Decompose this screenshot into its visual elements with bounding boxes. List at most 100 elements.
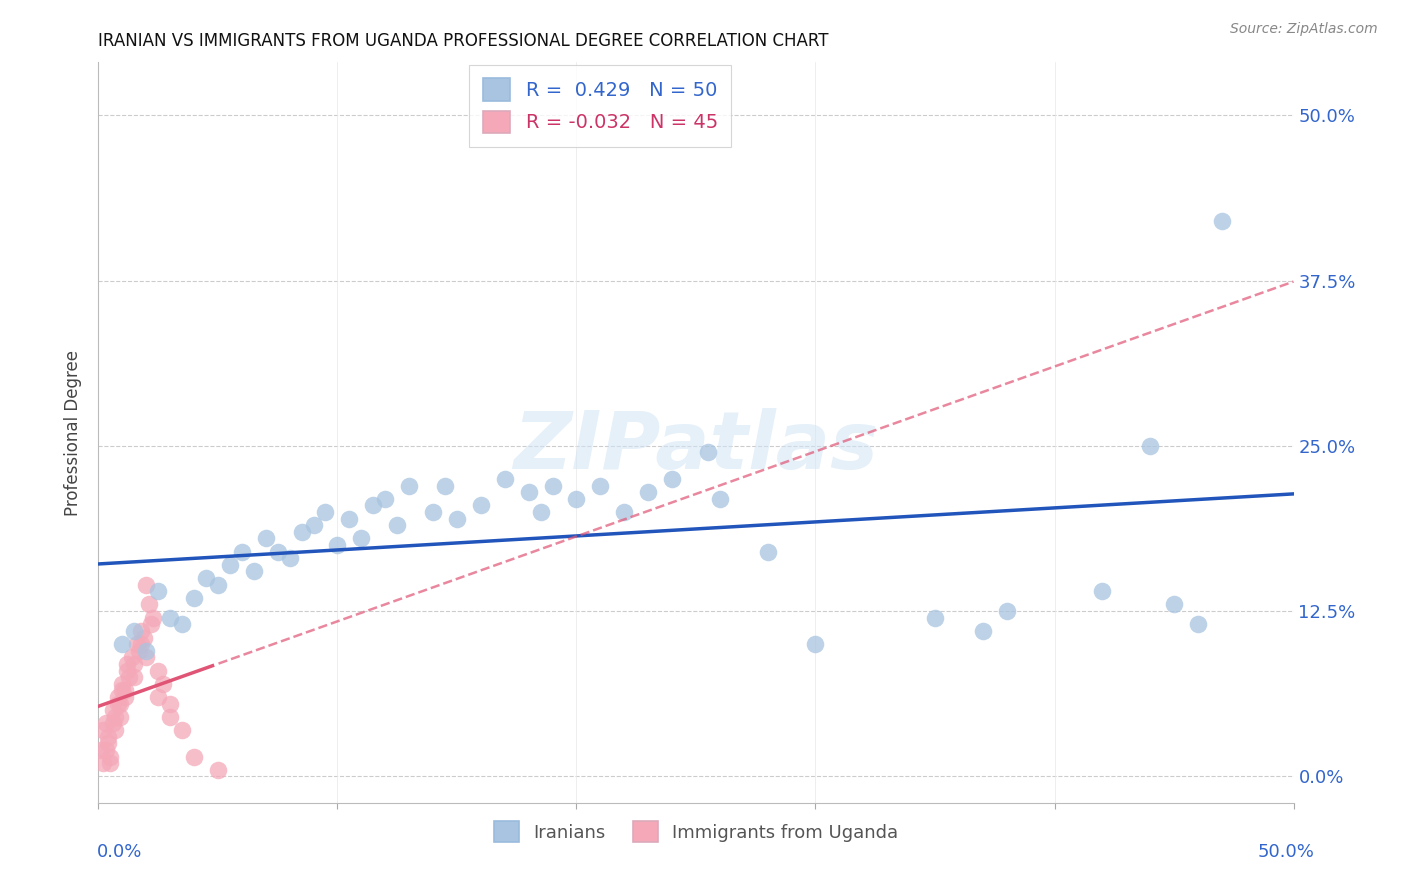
Point	[159, 611, 181, 625]
Point	[565, 491, 588, 506]
Point	[589, 478, 612, 492]
Point	[124, 670, 146, 684]
Point	[135, 577, 157, 591]
Text: 50.0%: 50.0%	[1258, 843, 1315, 861]
Point	[254, 532, 277, 546]
Point	[101, 703, 124, 717]
Point	[148, 690, 170, 704]
Point	[121, 650, 143, 665]
Point	[94, 716, 117, 731]
Point	[315, 505, 337, 519]
Point	[1139, 439, 1161, 453]
Point	[159, 697, 181, 711]
Point	[125, 637, 148, 651]
Point	[101, 716, 124, 731]
Point	[111, 677, 134, 691]
Text: 0.0%: 0.0%	[97, 843, 142, 861]
Point	[350, 532, 373, 546]
Point	[756, 544, 779, 558]
Point	[104, 723, 127, 737]
Point	[111, 683, 134, 698]
Point	[148, 664, 170, 678]
Point	[1211, 214, 1233, 228]
Point	[494, 472, 516, 486]
Point	[135, 644, 157, 658]
Point	[924, 611, 946, 625]
Point	[124, 657, 146, 671]
Point	[1187, 617, 1209, 632]
Point	[94, 743, 117, 757]
Point	[517, 485, 540, 500]
Point	[91, 756, 114, 771]
Point	[470, 499, 492, 513]
Point	[446, 511, 468, 525]
Point	[219, 558, 242, 572]
Point	[128, 644, 150, 658]
Point	[114, 683, 136, 698]
Point	[697, 445, 720, 459]
Point	[661, 472, 683, 486]
Point	[111, 637, 134, 651]
Point	[398, 478, 420, 492]
Point	[159, 710, 181, 724]
Y-axis label: Professional Degree: Professional Degree	[65, 350, 83, 516]
Point	[104, 710, 127, 724]
Point	[115, 664, 138, 678]
Point	[107, 690, 129, 704]
Point	[207, 763, 229, 777]
Point	[422, 505, 444, 519]
Point	[148, 584, 170, 599]
Point	[90, 743, 112, 757]
Point	[995, 604, 1018, 618]
Point	[172, 723, 194, 737]
Point	[124, 624, 146, 638]
Point	[152, 677, 174, 691]
Point	[1091, 584, 1114, 599]
Point	[131, 624, 153, 638]
Point	[98, 756, 122, 771]
Point	[637, 485, 659, 500]
Point	[709, 491, 731, 506]
Point	[135, 650, 157, 665]
Point	[195, 571, 218, 585]
Point	[613, 505, 636, 519]
Text: IRANIAN VS IMMIGRANTS FROM UGANDA PROFESSIONAL DEGREE CORRELATION CHART: IRANIAN VS IMMIGRANTS FROM UGANDA PROFES…	[98, 32, 830, 50]
Point	[115, 657, 138, 671]
Point	[302, 518, 325, 533]
Point	[374, 491, 396, 506]
Point	[97, 730, 120, 744]
Point	[114, 690, 136, 704]
Point	[142, 611, 165, 625]
Point	[1163, 598, 1185, 612]
Point	[172, 617, 194, 632]
Point	[183, 591, 205, 605]
Point	[108, 710, 131, 724]
Point	[541, 478, 564, 492]
Point	[385, 518, 409, 533]
Legend: Iranians, Immigrants from Uganda: Iranians, Immigrants from Uganda	[486, 814, 905, 849]
Point	[363, 499, 385, 513]
Point	[972, 624, 994, 638]
Point	[107, 697, 129, 711]
Point	[231, 544, 253, 558]
Point	[139, 617, 162, 632]
Point	[267, 544, 290, 558]
Point	[91, 723, 114, 737]
Point	[131, 637, 153, 651]
Text: Source: ZipAtlas.com: Source: ZipAtlas.com	[1230, 22, 1378, 37]
Point	[804, 637, 827, 651]
Point	[98, 749, 122, 764]
Point	[108, 697, 131, 711]
Point	[97, 736, 120, 750]
Point	[326, 538, 349, 552]
Point	[278, 551, 301, 566]
Point	[118, 670, 141, 684]
Point	[207, 577, 229, 591]
Point	[138, 598, 160, 612]
Point	[243, 565, 266, 579]
Point	[530, 505, 553, 519]
Text: ZIPatlas: ZIPatlas	[513, 409, 879, 486]
Point	[434, 478, 457, 492]
Point	[291, 524, 314, 539]
Point	[183, 749, 205, 764]
